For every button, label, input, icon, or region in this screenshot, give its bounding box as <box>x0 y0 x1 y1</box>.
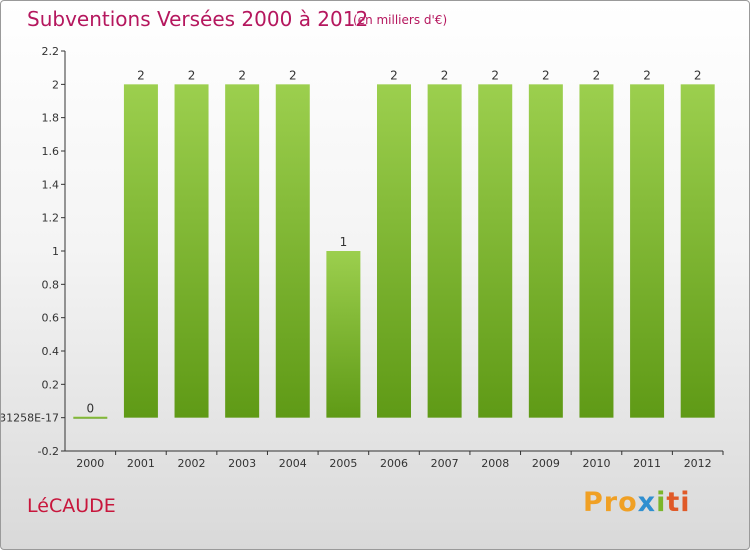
data-label-2001: 2 <box>137 68 145 82</box>
y-tick-label: 2 <box>52 78 59 91</box>
x-tick-label: 2011 <box>633 457 661 470</box>
x-tick-label: 2005 <box>329 457 357 470</box>
x-tick-label: 2009 <box>532 457 560 470</box>
x-tick-label: 2001 <box>127 457 155 470</box>
data-label-2002: 2 <box>188 68 196 82</box>
data-label-2010: 2 <box>593 68 601 82</box>
bar-2002 <box>174 84 209 418</box>
data-label-2003: 2 <box>238 68 246 82</box>
bar-2001 <box>123 84 158 418</box>
x-tick-label: 2004 <box>279 457 307 470</box>
labels: 0 2 2 2 2 1 2 2 2 2 2 2 2 <box>86 68 701 415</box>
logo-part-2: x <box>637 487 657 518</box>
y-tick-label: -0.2 <box>38 445 59 458</box>
x-tick-label: 2008 <box>481 457 509 470</box>
bar-2000 <box>73 416 108 419</box>
y-tick-label: -5.5511151231258E-17 <box>1 412 59 425</box>
bar-2008 <box>478 84 513 418</box>
data-label-2008: 2 <box>491 68 499 82</box>
logo-part-3: i <box>656 487 667 518</box>
logo-part-4: ti <box>666 487 691 518</box>
y-tick-label: 0.2 <box>42 378 60 391</box>
x-tick-label: 2003 <box>228 457 256 470</box>
bar-2010 <box>579 84 614 418</box>
bar-2005 <box>326 251 361 418</box>
bar-2012 <box>680 84 715 418</box>
y-tick-label: 1.4 <box>42 178 60 191</box>
unit-note: (en milliers d'€) <box>353 13 448 27</box>
x-tick-label: 2007 <box>431 457 459 470</box>
y-tick-label: 0.6 <box>42 312 60 325</box>
data-label-2000: 0 <box>86 402 94 416</box>
logo-part-1: Pro <box>583 487 638 518</box>
bar-2009 <box>528 84 563 418</box>
x-tick-label: 2002 <box>178 457 206 470</box>
data-label-2007: 2 <box>441 68 449 82</box>
x-tick-label: 2012 <box>684 457 712 470</box>
bar-chart: -0.2 -5.5511151231258E-17 0.2 0.4 0.6 0.8 1 1.2… <box>1 45 724 470</box>
data-label-2006: 2 <box>390 68 398 82</box>
proxiti-logo: Proxiti <box>583 487 691 518</box>
axes: -0.2 -5.5511151231258E-17 0.2 0.4 0.6 0.8 1 1.2… <box>1 45 724 470</box>
bar-2004 <box>275 84 310 418</box>
x-tick-label: 2000 <box>76 457 104 470</box>
y-tick-label: 1.2 <box>42 212 60 225</box>
y-tick-label: 1.6 <box>42 145 60 158</box>
bar-2006 <box>377 84 411 418</box>
data-label-2011: 2 <box>643 68 651 82</box>
x-tick-label: 2010 <box>582 457 610 470</box>
data-label-2009: 2 <box>542 68 550 82</box>
y-tick-label: 2.2 <box>42 45 60 58</box>
commune-name: LéCAUDE <box>27 495 116 517</box>
y-tick-label: 0.8 <box>42 278 60 291</box>
data-label-2005: 1 <box>340 235 348 249</box>
data-label-2012: 2 <box>694 68 702 82</box>
x-tick-label: 2006 <box>380 457 408 470</box>
data-label-2004: 2 <box>289 68 297 82</box>
bars <box>73 84 715 419</box>
y-tick-label: 1.8 <box>42 112 60 125</box>
y-tick-label: 1 <box>52 245 59 258</box>
bar-2007 <box>427 84 462 418</box>
bar-2011 <box>630 84 665 418</box>
y-tick-label: 0.4 <box>42 345 60 358</box>
chart-title: Subventions Versées 2000 à 2012 <box>27 7 369 31</box>
bar-2003 <box>225 84 260 418</box>
